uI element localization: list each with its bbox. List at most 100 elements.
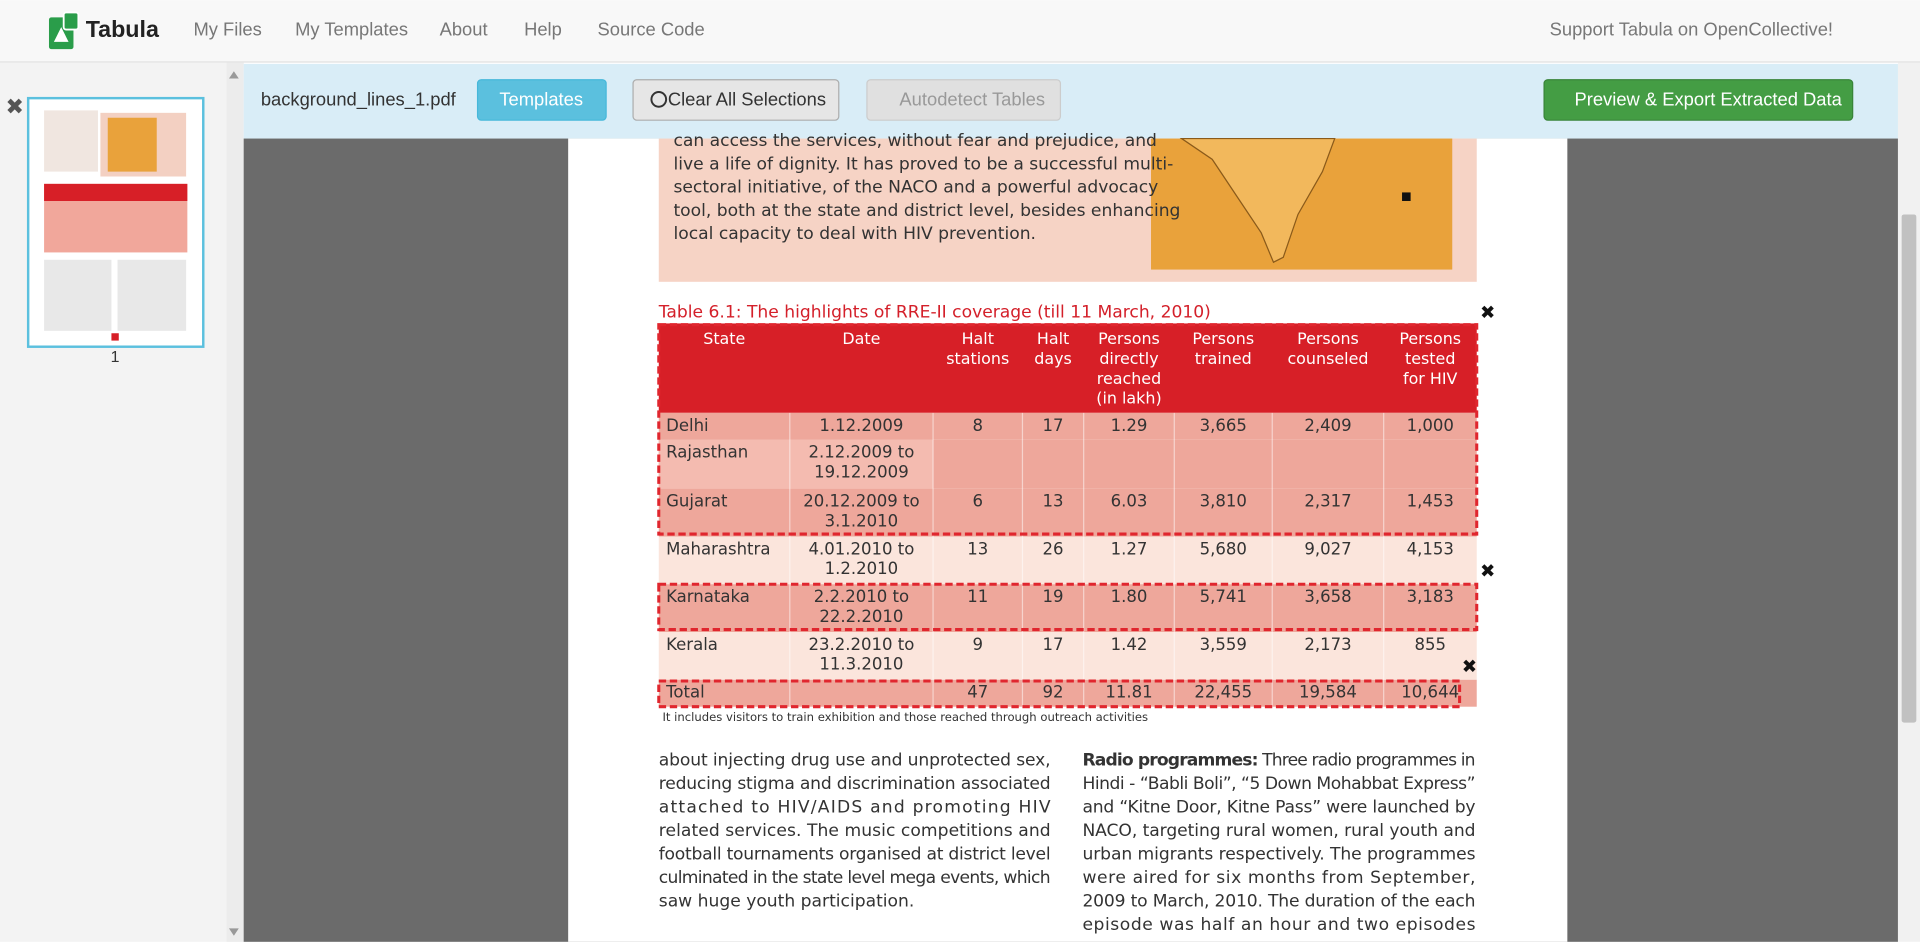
brand[interactable]: Tabula bbox=[86, 16, 160, 42]
autodetect-label: Autodetect Tables bbox=[899, 88, 1045, 109]
selection[interactable] bbox=[657, 323, 1479, 536]
table-cell: 10,644 bbox=[1401, 683, 1459, 702]
body-line: related services. The music competitions… bbox=[659, 821, 1051, 841]
table-row bbox=[658, 632, 1477, 680]
table-row bbox=[658, 412, 1477, 440]
remove-selection[interactable]: ✖ bbox=[1480, 303, 1495, 324]
header-cell: stations bbox=[946, 349, 1009, 368]
table-cell: Karnataka bbox=[666, 587, 750, 606]
map-marker bbox=[1402, 192, 1411, 201]
table-cell: 4,153 bbox=[1407, 539, 1454, 558]
map-shape bbox=[1179, 137, 1336, 264]
body-text: Hindi - “Babli Boli”, “5 Down Mohabbat E… bbox=[1082, 774, 1475, 794]
table-cell: 2.12.2009 to bbox=[808, 443, 914, 462]
table-cell: 3,810 bbox=[1200, 492, 1247, 511]
table-row bbox=[658, 584, 1477, 633]
autodetect-button[interactable] bbox=[866, 79, 1062, 121]
table-cell: 19.12.2009 bbox=[814, 462, 909, 481]
table-cell: 11 bbox=[967, 587, 988, 606]
body-line: episode was half an hour and two episode… bbox=[1082, 915, 1475, 935]
header-cell: days bbox=[1034, 349, 1072, 368]
table-cell: Maharashtra bbox=[666, 539, 770, 558]
navbar bbox=[0, 0, 1920, 62]
table-cell: 1.12.2009 bbox=[819, 416, 903, 435]
table-row bbox=[658, 679, 1477, 707]
nav-link[interactable]: Source Code bbox=[598, 19, 705, 40]
table-cell: 855 bbox=[1414, 635, 1446, 654]
intro-line: can access the services, without fear an… bbox=[673, 131, 1156, 151]
table-cell: 1,453 bbox=[1407, 492, 1454, 511]
body-line: urban migrants respectively. The program… bbox=[1082, 845, 1475, 865]
table-cell: 4.01.2010 to bbox=[808, 539, 914, 558]
scrollbar-thumb[interactable] bbox=[1901, 214, 1917, 723]
header-cell: trained bbox=[1195, 349, 1252, 368]
intro-line: local capacity to deal with HIV preventi… bbox=[673, 224, 1036, 244]
body-line: Radio programmes: Three radio programmes… bbox=[1082, 751, 1475, 771]
body-line: Hindi - “Babli Boli”, “5 Down Mohabbat E… bbox=[1082, 774, 1475, 794]
table-cell: 1.80 bbox=[1111, 587, 1148, 606]
table-cell: 3,183 bbox=[1407, 587, 1454, 606]
table-cell: 47 bbox=[967, 683, 988, 702]
nav-link[interactable]: My Templates bbox=[295, 19, 408, 40]
table-cell: Delhi bbox=[666, 416, 709, 435]
table-cell: 92 bbox=[1043, 683, 1064, 702]
header-cell: counseled bbox=[1287, 349, 1368, 368]
selection[interactable] bbox=[657, 679, 1462, 709]
table-cell: 22.2.2010 bbox=[819, 607, 903, 626]
header-cell: State bbox=[703, 329, 745, 348]
header-cell: directly bbox=[1099, 349, 1158, 368]
intro-line: tool, both at the state and district lev… bbox=[673, 201, 1180, 221]
table-cell: 13 bbox=[1043, 492, 1064, 511]
templates-button[interactable] bbox=[476, 79, 607, 121]
body-line: about injecting drug use and unprotected… bbox=[659, 751, 1051, 771]
table-cell: 5,741 bbox=[1200, 587, 1247, 606]
header-cell: Date bbox=[842, 329, 880, 348]
table-cell: 23.2.2010 to bbox=[808, 635, 914, 654]
table-cell: 1.2.2010 bbox=[825, 559, 899, 578]
header-cell: reached bbox=[1097, 369, 1161, 388]
table-row bbox=[658, 488, 1477, 537]
table-cell: 2.2.2010 to bbox=[814, 587, 909, 606]
nav-link[interactable]: About bbox=[440, 19, 488, 40]
selection[interactable] bbox=[657, 582, 1479, 632]
body-heading: Radio programmes: bbox=[1082, 751, 1258, 771]
clear-button[interactable] bbox=[632, 79, 840, 121]
body-text: were aired for six months from September… bbox=[1082, 868, 1475, 888]
export-label[interactable]: Preview & Export Extracted Data bbox=[1574, 88, 1842, 109]
table-caption: Table 6.1: The highlights of RRE-II cove… bbox=[658, 302, 1211, 322]
support-link[interactable]: Support Tabula on OpenCollective! bbox=[1550, 19, 1833, 40]
table-cell: 3,665 bbox=[1200, 416, 1247, 435]
table-header bbox=[658, 323, 1477, 413]
table-cell: 17 bbox=[1043, 416, 1064, 435]
body-line: culminated in the state level mega event… bbox=[659, 868, 1051, 888]
clear-label[interactable]: Clear All Selections bbox=[668, 88, 826, 109]
table-cell: 9,027 bbox=[1304, 539, 1351, 558]
table-cell: 2,173 bbox=[1304, 635, 1351, 654]
close-sidebar[interactable]: ✖ bbox=[5, 94, 23, 119]
remove-selection[interactable]: ✖ bbox=[1480, 561, 1495, 582]
table-cell: 1.42 bbox=[1111, 635, 1148, 654]
nav-link[interactable]: Help bbox=[524, 19, 562, 40]
remove-selection[interactable]: ✖ bbox=[1462, 656, 1477, 677]
nav-link[interactable]: My Files bbox=[193, 19, 261, 40]
table-cell: 1.27 bbox=[1111, 539, 1148, 558]
header-cell: Persons bbox=[1399, 329, 1461, 348]
body-text: Three radio programmes in bbox=[1258, 751, 1476, 771]
export-button[interactable] bbox=[1543, 79, 1854, 121]
body-line: were aired for six months from September… bbox=[1082, 868, 1475, 888]
templates-label[interactable]: Templates bbox=[499, 88, 583, 109]
body-text: episode was half an hour and two episode… bbox=[1082, 915, 1475, 935]
table-cell: 1,000 bbox=[1407, 416, 1454, 435]
body-line: NACO, targeting rural women, rural youth… bbox=[1082, 821, 1475, 841]
table-cell: 11.3.2010 bbox=[819, 655, 903, 674]
header-cell: tested bbox=[1405, 349, 1455, 368]
header-cell: for HIV bbox=[1403, 369, 1458, 388]
table-cell: 13 bbox=[967, 539, 988, 558]
filename: background_lines_1.pdf bbox=[261, 88, 457, 110]
body-line: and “Kitne Door, Kitne Pass” were launch… bbox=[1082, 798, 1475, 818]
table-cell: 6.03 bbox=[1111, 492, 1148, 511]
body-text: urban migrants respectively. The program… bbox=[1082, 845, 1475, 865]
table-cell: 3.1.2010 bbox=[825, 511, 899, 530]
